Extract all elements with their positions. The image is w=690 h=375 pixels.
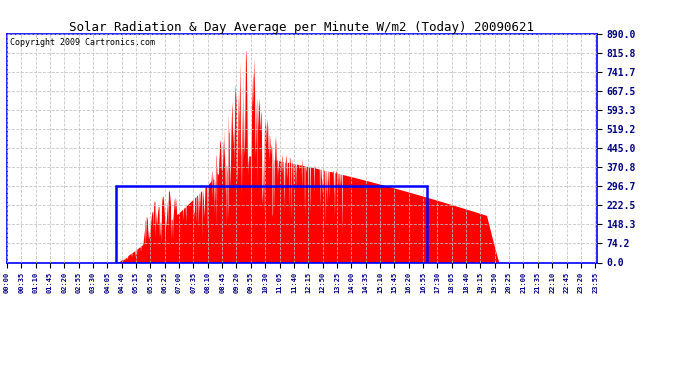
Bar xyxy=(115,186,427,262)
Text: Copyright 2009 Cartronics.com: Copyright 2009 Cartronics.com xyxy=(10,38,155,47)
Title: Solar Radiation & Day Average per Minute W/m2 (Today) 20090621: Solar Radiation & Day Average per Minute… xyxy=(70,21,534,34)
